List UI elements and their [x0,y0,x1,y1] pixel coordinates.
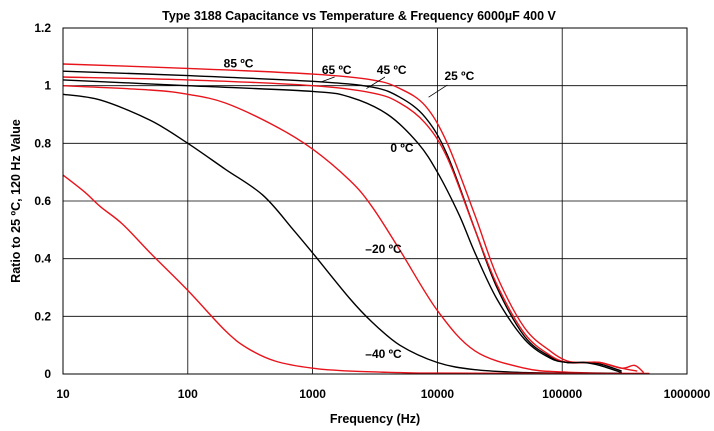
annotation-leader-line [320,76,335,83]
y-tick-label: 0 [44,367,51,381]
y-tick-label: 1 [44,79,51,93]
y-tick-label: 1.2 [34,21,51,35]
series-layer [62,63,650,375]
series-line-40c [62,174,650,375]
x-tick-labels: 10 100 1000 10000 100000 1000000 [56,387,710,401]
x-axis-label: Frequency (Hz) [330,412,420,426]
annotation-leader-line [428,84,448,98]
x-tick-label: 1000000 [664,387,711,401]
x-tick-label: 1000 [299,387,326,401]
y-tick-label: 0.6 [34,194,51,208]
y-tick-label: 0.4 [34,252,51,266]
series-annotation: 45 ºC [377,63,407,77]
y-tick-label: 0.2 [34,309,51,323]
y-tick-labels: 0 0.2 0.4 0.6 0.8 1 1.2 [34,21,51,381]
series-annotation: 85 ºC [224,57,254,71]
plot-frame [62,27,688,375]
series-annotation: 0 ºC [390,141,413,155]
series-line-45c [62,76,645,374]
series-line-65c [62,70,622,372]
series-annotation: –40 ºC [365,347,402,361]
annotation-leader-line [366,76,386,89]
y-axis-label: Ratio to 25 ºC, 120 Hz Value [9,119,23,283]
series-line-85c [62,63,638,372]
x-tick-label: 100 [178,387,198,401]
annotations: 85 ºC 65 ºC 45 ºC 25 ºC 0 ºC –20 ºC –40 ºC [224,57,475,362]
series-line-25c [62,79,622,374]
series-annotation: 65 ºC [322,63,352,77]
series-line-0c [62,85,650,375]
chart-title: Type 3188 Capacitance vs Temperature & F… [162,9,556,23]
series-line-20c [62,93,622,375]
x-tick-label: 10 [56,387,70,401]
series-annotation: –20 ºC [365,242,402,256]
series-annotation: 25 ºC [445,69,475,83]
y-tick-label: 0.8 [34,136,51,150]
x-tick-label: 10000 [421,387,455,401]
x-tick-label: 100000 [542,387,582,401]
